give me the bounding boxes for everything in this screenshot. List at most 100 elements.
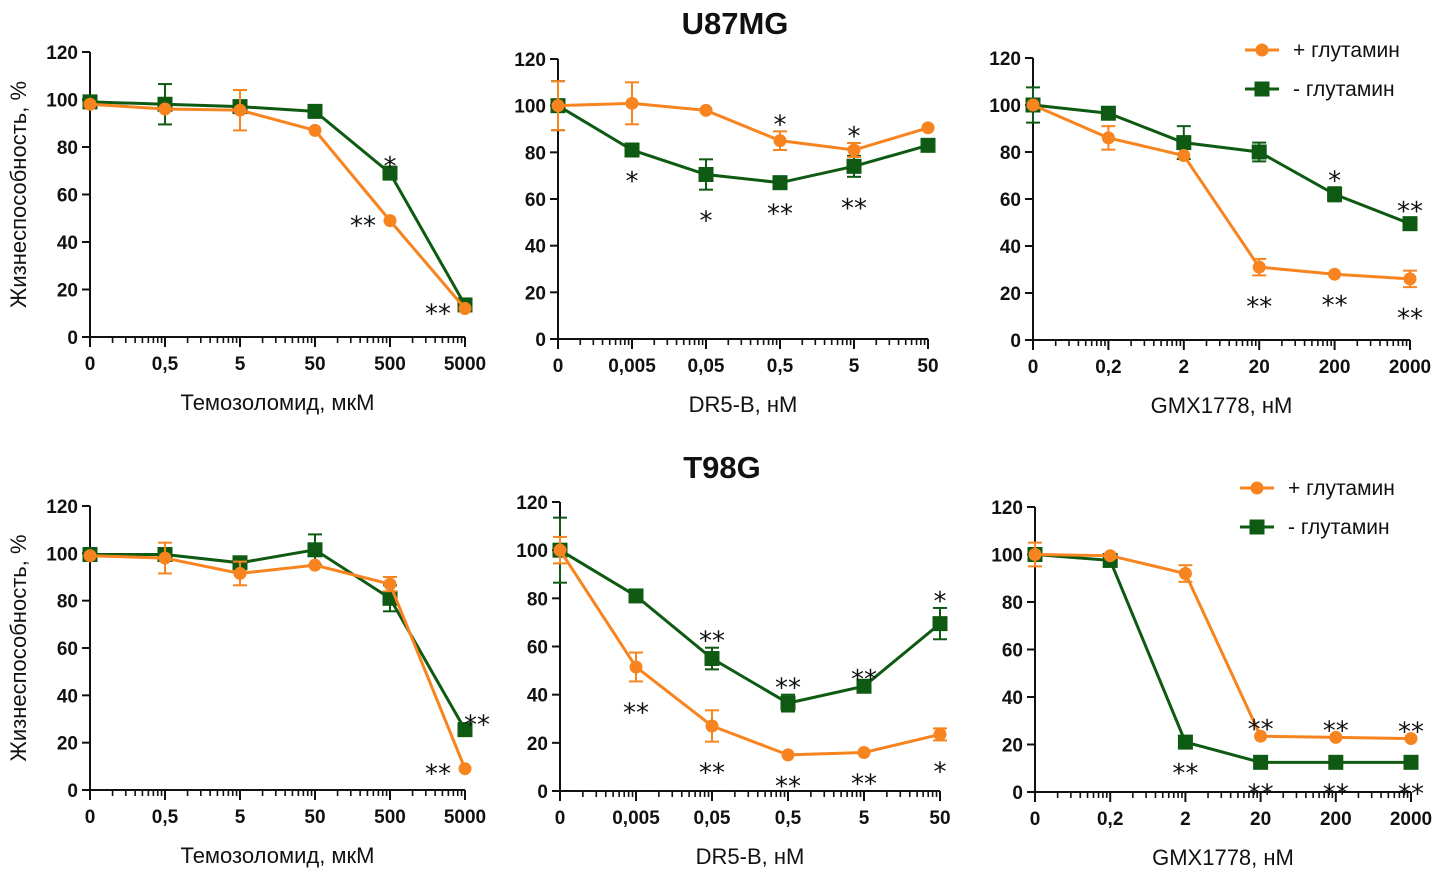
significance-mark: * [934, 587, 947, 617]
y-tick-label: 40 [525, 237, 546, 258]
data-point-square [1251, 144, 1267, 160]
x-tick-label: 20 [1249, 357, 1270, 378]
data-point-circle [1328, 267, 1342, 281]
significance-mark: ** [1322, 291, 1348, 321]
significance-mark: ** [464, 711, 490, 741]
y-tick-label: 100 [514, 97, 546, 118]
significance-mark: * [626, 167, 639, 197]
x-axis-title: DR5-B, нМ [696, 844, 805, 869]
data-point-square [1328, 754, 1344, 770]
y-tick-label: 0 [67, 328, 78, 349]
x-tick-label: 5000 [444, 354, 486, 375]
y-tick-label: 100 [46, 544, 78, 565]
series-line [90, 548, 467, 731]
y-tick-label: 20 [1000, 284, 1021, 305]
series-plus-glutamine [551, 80, 935, 158]
x-tick-label: 5 [235, 354, 246, 375]
significance-mark: ** [851, 665, 877, 695]
x-tick-label: 50 [917, 356, 938, 377]
series-line [89, 100, 467, 306]
series-plus-glutamine [553, 535, 947, 762]
series-minus-glutamine [550, 80, 936, 191]
significance-mark: ** [425, 300, 451, 330]
data-point-circle [1101, 131, 1115, 145]
series-line [558, 549, 941, 757]
x-tick-label: 500 [374, 807, 406, 828]
x-tick-label: 50 [304, 354, 325, 375]
y-tick-label: 60 [57, 186, 78, 207]
data-point-square [856, 678, 872, 694]
x-axis-title: GMX1778, нМ [1151, 393, 1293, 418]
y-tick-label: 20 [1002, 736, 1023, 757]
data-point-square [628, 588, 644, 604]
x-tick-label: 5000 [444, 807, 486, 828]
x-axis-title: DR5-B, нМ [689, 392, 798, 417]
significance-mark: ** [623, 698, 649, 728]
series-plus-glutamine [83, 89, 472, 315]
x-tick-label: 5 [859, 808, 870, 829]
significance-mark: * [848, 122, 861, 152]
legend: + глутамин - глутамин [1240, 477, 1395, 539]
x-tick-label: 2000 [1390, 809, 1432, 830]
data-point-circle [847, 143, 861, 157]
y-tick-label: 0 [1012, 783, 1023, 804]
significance-mark: ** [775, 772, 801, 802]
series-plus-glutamine [1026, 98, 1417, 289]
y-tick-label: 120 [46, 497, 78, 518]
data-point-circle [158, 102, 172, 116]
y-tick-label: 120 [514, 50, 546, 71]
x-tick-label: 0 [85, 354, 96, 375]
data-point-circle [308, 123, 322, 137]
y-tick-label: 0 [1010, 331, 1021, 352]
y-tick-label: 60 [525, 190, 546, 211]
data-point-circle [383, 577, 397, 591]
data-point-circle [1404, 732, 1418, 746]
data-point-square [1402, 216, 1418, 232]
series-minus-glutamine [82, 83, 473, 313]
x-tick-label: 200 [1320, 809, 1352, 830]
legend-label-plus: + глутамин [1293, 39, 1400, 62]
data-point-circle [1329, 730, 1343, 744]
y-tick-label: 120 [516, 493, 548, 514]
data-point-circle [1178, 567, 1192, 580]
significance-mark: ** [1248, 779, 1274, 809]
significance-mark: ** [851, 769, 877, 799]
x-tick-label: 0 [1030, 809, 1041, 830]
legend: + глутамин - глутамин [1245, 39, 1400, 101]
series-line [89, 554, 467, 770]
legend-swatch-circle [1250, 481, 1264, 495]
data-point-circle [781, 748, 795, 762]
x-axis-title: GMX1778, нМ [1152, 845, 1294, 870]
series-line [557, 104, 929, 185]
series-line [557, 101, 929, 152]
y-tick-label: 40 [57, 686, 78, 707]
y-tick-label: 80 [525, 143, 546, 164]
y-tick-label: 40 [57, 233, 78, 254]
x-axis-title: Темозоломид, мкМ [180, 843, 374, 868]
x-tick-label: 5 [849, 356, 860, 377]
y-tick-label: 20 [525, 283, 546, 304]
legend-swatch-circle [1255, 43, 1269, 57]
significance-mark: ** [1397, 197, 1423, 227]
series-line [1032, 103, 1411, 281]
significance-mark: ** [1398, 718, 1424, 748]
significance-mark: ** [1397, 304, 1423, 334]
x-tick-label: 0,2 [1097, 809, 1123, 830]
data-point-circle [233, 566, 247, 580]
x-tick-label: 0,5 [767, 356, 794, 377]
y-tick-label: 120 [46, 43, 78, 64]
significance-mark: * [1328, 166, 1341, 196]
x-tick-label: 0,5 [152, 807, 179, 828]
x-tick-label: 0,05 [694, 808, 731, 829]
data-point-circle [1403, 272, 1417, 286]
significance-mark: ** [1246, 292, 1272, 322]
data-point-circle [551, 99, 565, 113]
data-point-square [1253, 754, 1269, 770]
significance-mark: ** [350, 212, 376, 242]
y-tick-label: 40 [1002, 688, 1023, 709]
data-point-square [624, 142, 640, 158]
data-point-circle [158, 551, 172, 565]
data-point-circle [1254, 729, 1268, 743]
y-tick-label: 40 [527, 686, 548, 707]
